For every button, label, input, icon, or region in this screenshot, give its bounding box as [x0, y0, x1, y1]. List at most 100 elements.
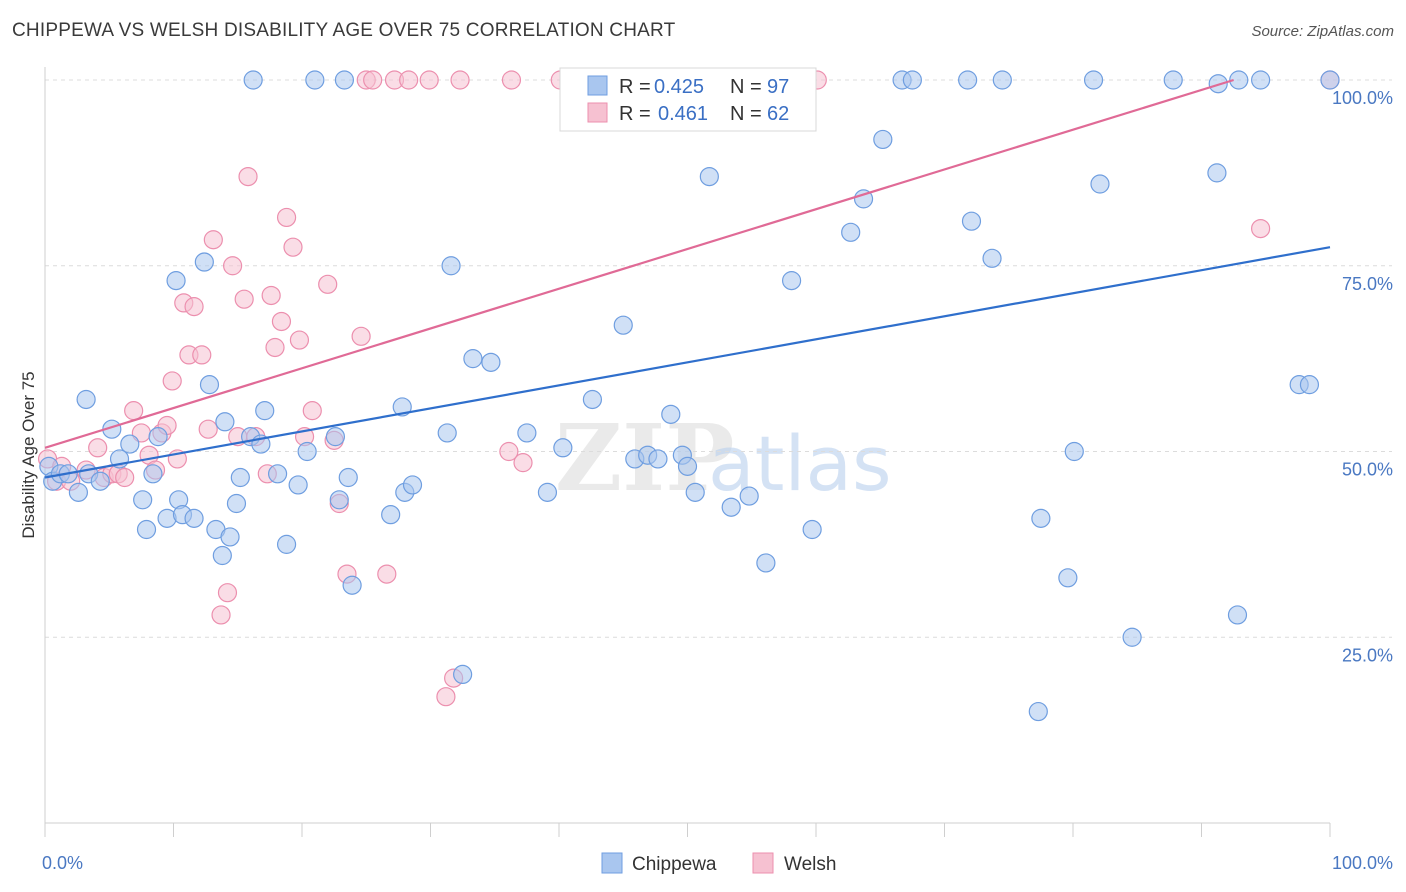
chippewa-point — [329, 490, 349, 510]
bottom-legend-chippewa-label: Chippewa — [632, 854, 717, 875]
chippewa-point — [582, 389, 603, 410]
chippewa-point — [1058, 568, 1078, 588]
chippewa-point — [243, 70, 263, 90]
chippewa-point — [68, 482, 89, 502]
chippewa-point — [1207, 163, 1227, 183]
chippewa-point — [199, 375, 220, 395]
y-tick-label: 50.0% — [1342, 460, 1393, 480]
chippewa-point — [463, 349, 483, 369]
welsh-point — [234, 289, 254, 309]
chippewa-point — [392, 397, 412, 417]
x-tick-label-min: 0.0% — [42, 853, 83, 873]
welsh-point — [302, 401, 322, 421]
chippewa-point — [1083, 70, 1104, 90]
chippewa-point — [325, 427, 346, 447]
chippewa-point — [276, 534, 297, 554]
chippewa-point — [334, 70, 355, 90]
welsh-point — [115, 467, 135, 488]
chippewa-point — [1229, 70, 1249, 90]
chippewa-point — [992, 70, 1012, 90]
chippewa-point — [958, 70, 978, 90]
chippewa-point — [802, 519, 822, 540]
watermark-atlas: atlas — [708, 419, 892, 508]
chippewa-point — [685, 482, 705, 502]
welsh-point — [238, 166, 258, 187]
chart-source: Source: ZipAtlas.com — [1251, 23, 1394, 40]
chippewa-point — [212, 545, 232, 566]
welsh-point — [217, 583, 238, 603]
chippewa-point — [255, 401, 275, 421]
chippewa-point — [230, 467, 250, 488]
x-tick-labels: 0.0% 100.0% — [42, 853, 1393, 873]
chippewa-point — [381, 505, 401, 525]
chippewa-point — [1122, 627, 1142, 647]
legend-chippewa-r-label: R = — [619, 76, 651, 98]
chippewa-point — [677, 456, 698, 476]
legend-chippewa-swatch — [587, 75, 608, 96]
chippewa-point — [120, 434, 140, 454]
chippewa-point — [402, 475, 423, 495]
chippewa-point — [342, 575, 362, 595]
welsh-point — [318, 274, 338, 294]
chippewa-point — [902, 70, 922, 90]
chippewa-point — [1251, 70, 1271, 90]
y-tick-label: 100.0% — [1332, 88, 1393, 108]
chippewa-point — [148, 427, 168, 447]
welsh-point — [198, 419, 218, 439]
chippewa-point — [288, 475, 308, 495]
chippewa-point — [517, 423, 537, 443]
chippewa-point — [220, 527, 240, 547]
welsh-point — [419, 70, 439, 90]
chippewa-point — [215, 412, 235, 432]
chippewa-point — [305, 70, 325, 90]
bottom-legend-welsh-swatch — [752, 852, 774, 874]
welsh-point — [88, 438, 108, 458]
chippewa-point — [756, 553, 776, 573]
chippewa-point — [267, 464, 288, 484]
welsh-point — [283, 237, 303, 257]
legend-welsh-r-value: 0.461 — [658, 103, 708, 125]
chippewa-point — [537, 482, 558, 502]
trend-lines — [44, 78, 1331, 479]
chippewa-point — [76, 389, 96, 410]
welsh-point — [211, 605, 231, 625]
welsh-point — [289, 330, 310, 350]
welsh-point — [436, 687, 456, 707]
legend-chippewa-r-value: 0.425 — [654, 76, 704, 98]
chippewa-point — [721, 497, 741, 517]
welsh-point — [162, 371, 182, 391]
chippewa-point — [1163, 70, 1183, 90]
chippewa-point — [853, 189, 874, 209]
chippewa-point — [194, 252, 214, 272]
welsh-point — [203, 230, 223, 250]
chippewa-point — [226, 493, 247, 514]
welsh-point — [223, 256, 243, 276]
grid-lines — [45, 79, 1392, 638]
chippewa-point — [661, 404, 681, 424]
chippewa-point — [90, 471, 110, 491]
chippewa-point — [699, 166, 719, 187]
chippewa-point — [553, 438, 573, 458]
legend-top: R = 0.425 N = 97 R = 0.461 N = 62 — [559, 67, 817, 132]
x-ticks — [44, 823, 1331, 837]
chippewa-point — [133, 490, 153, 510]
legend-chippewa-n-label: N = — [730, 76, 762, 98]
bottom-legend-chippewa-swatch — [601, 852, 623, 874]
welsh-point — [261, 285, 281, 306]
welsh-point — [363, 70, 383, 90]
chippewa-point — [136, 519, 157, 540]
chippewa-point — [184, 508, 204, 528]
welsh-point — [276, 207, 297, 228]
chippewa-point — [982, 248, 1002, 268]
welsh-point — [124, 401, 144, 421]
chippewa-point — [648, 449, 668, 469]
chippewa-point — [873, 129, 893, 150]
chippewa-trend-line — [44, 246, 1331, 479]
legend-welsh-n-label: N = — [730, 103, 762, 125]
chippewa-point — [1031, 508, 1051, 528]
legend-welsh-r-label: R = — [619, 103, 651, 125]
series-chippewa — [39, 70, 1340, 722]
chippewa-point — [453, 664, 473, 685]
chippewa-point — [961, 211, 982, 231]
